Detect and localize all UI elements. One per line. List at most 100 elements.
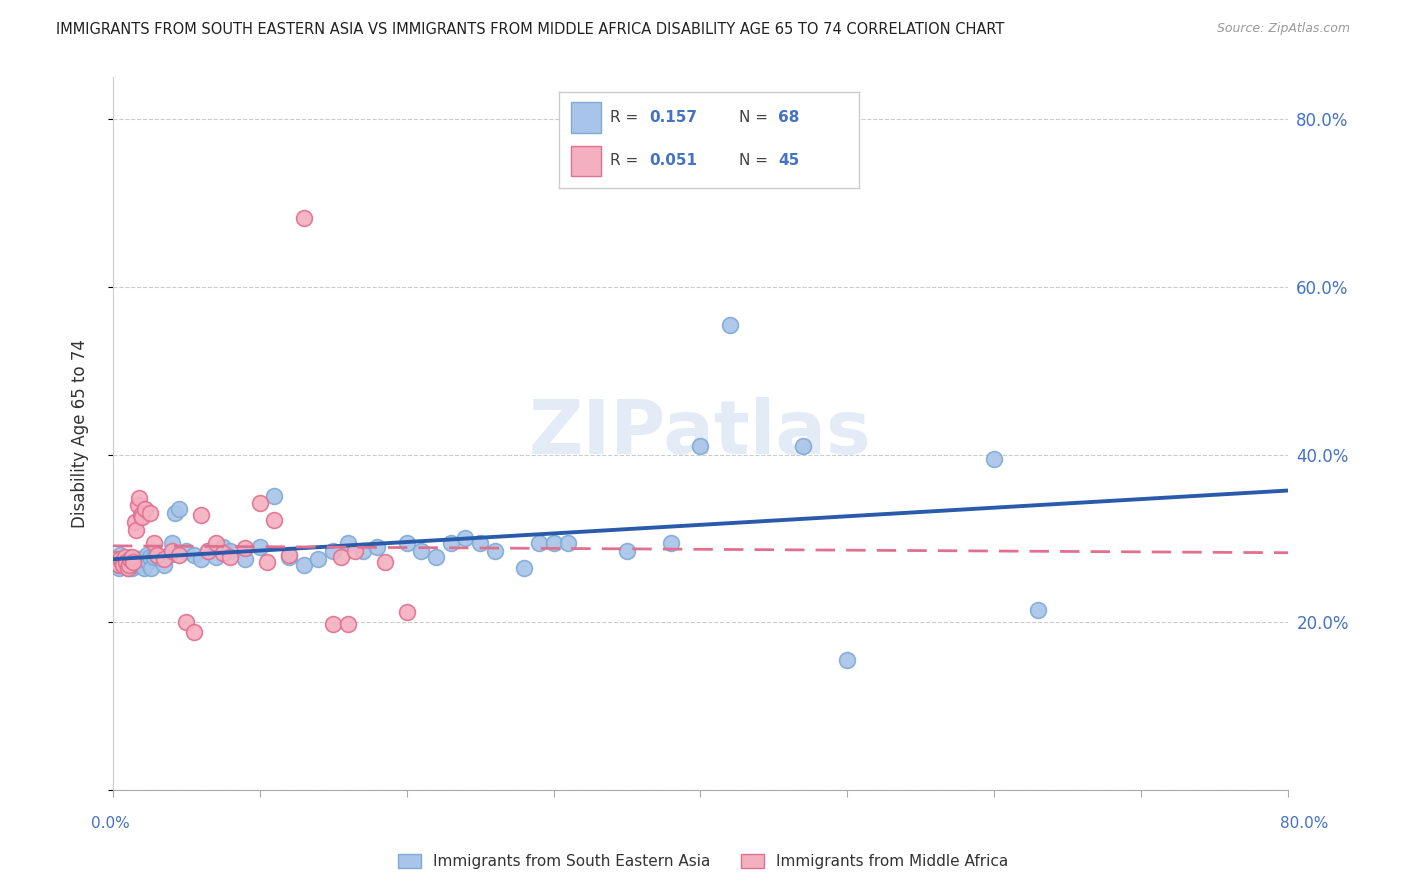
Point — [176, 544, 198, 558]
Point — [190, 508, 212, 522]
Point — [129, 558, 152, 573]
Point — [336, 535, 359, 549]
Text: ZIPatlas: ZIPatlas — [529, 397, 872, 470]
Point — [366, 540, 388, 554]
Point — [233, 541, 256, 556]
Point — [352, 544, 374, 558]
Point — [125, 523, 148, 537]
Point — [134, 502, 156, 516]
Point — [111, 555, 134, 569]
Point — [983, 451, 1005, 466]
Point — [143, 549, 166, 564]
Point — [792, 439, 814, 453]
Point — [336, 616, 359, 631]
Point — [718, 318, 741, 332]
Point — [125, 558, 148, 573]
Point — [278, 548, 301, 562]
Point — [395, 605, 418, 619]
Point — [395, 535, 418, 549]
Point — [527, 535, 550, 549]
Point — [212, 546, 235, 560]
Point — [127, 555, 149, 569]
Point — [219, 549, 242, 564]
Point — [204, 549, 226, 564]
Point — [131, 510, 153, 524]
Point — [129, 508, 152, 522]
Point — [468, 535, 491, 549]
Point — [329, 549, 352, 564]
Point — [121, 549, 143, 564]
Point — [176, 615, 198, 629]
Point — [219, 544, 242, 558]
Point — [543, 535, 565, 549]
Text: Source: ZipAtlas.com: Source: ZipAtlas.com — [1216, 22, 1350, 36]
Point — [128, 491, 150, 505]
Point — [157, 548, 180, 562]
Point — [689, 439, 711, 453]
Point — [112, 557, 135, 571]
Point — [134, 552, 156, 566]
Point — [513, 560, 536, 574]
Point — [249, 540, 271, 554]
Point — [131, 555, 153, 569]
Point — [278, 549, 301, 564]
Point — [454, 532, 477, 546]
Point — [153, 552, 176, 566]
Point — [557, 535, 579, 549]
Point — [104, 552, 127, 566]
Point — [160, 544, 183, 558]
Point — [117, 560, 139, 574]
Point — [107, 558, 129, 573]
Point — [263, 513, 285, 527]
Point — [107, 560, 129, 574]
Point — [120, 552, 142, 566]
Point — [146, 548, 169, 562]
Point — [105, 557, 128, 571]
Point — [121, 560, 143, 574]
Point — [659, 535, 682, 549]
Point — [127, 498, 149, 512]
Point — [292, 558, 315, 573]
Point — [120, 549, 142, 564]
Point — [167, 502, 190, 516]
Point — [143, 535, 166, 549]
Point — [117, 560, 139, 574]
Point — [114, 558, 136, 573]
Point — [204, 535, 226, 549]
Point — [1026, 602, 1049, 616]
Point — [122, 557, 145, 571]
Point — [411, 544, 433, 558]
Point — [132, 560, 155, 574]
Text: IMMIGRANTS FROM SOUTH EASTERN ASIA VS IMMIGRANTS FROM MIDDLE AFRICA DISABILITY A: IMMIGRANTS FROM SOUTH EASTERN ASIA VS IM… — [56, 22, 1005, 37]
Point — [115, 555, 138, 569]
Point — [249, 496, 271, 510]
Point — [322, 616, 344, 631]
Point — [837, 653, 859, 667]
Point — [112, 558, 135, 573]
Point — [183, 548, 205, 562]
Point — [105, 557, 128, 571]
Point — [233, 552, 256, 566]
Point — [118, 552, 141, 566]
Point — [256, 555, 278, 569]
Point — [146, 548, 169, 562]
Point — [197, 544, 219, 558]
Point — [128, 552, 150, 566]
Point — [139, 560, 162, 574]
Point — [122, 555, 145, 569]
Point — [292, 211, 315, 226]
Point — [108, 552, 131, 566]
Y-axis label: Disability Age 65 to 74: Disability Age 65 to 74 — [72, 339, 89, 528]
Point — [114, 549, 136, 564]
Point — [136, 555, 159, 569]
Point — [183, 625, 205, 640]
Point — [167, 548, 190, 562]
Point — [616, 544, 638, 558]
Point — [484, 544, 506, 558]
Point — [308, 552, 330, 566]
Point — [212, 540, 235, 554]
Point — [197, 544, 219, 558]
Point — [118, 558, 141, 573]
Point — [108, 548, 131, 562]
Point — [160, 535, 183, 549]
